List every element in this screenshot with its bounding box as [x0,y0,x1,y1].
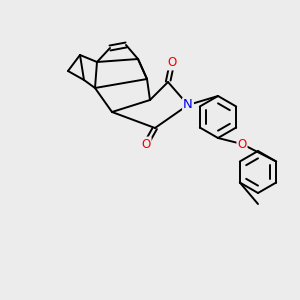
Text: O: O [141,137,151,151]
Text: O: O [167,56,177,70]
Text: O: O [237,137,247,151]
Text: N: N [183,98,193,112]
